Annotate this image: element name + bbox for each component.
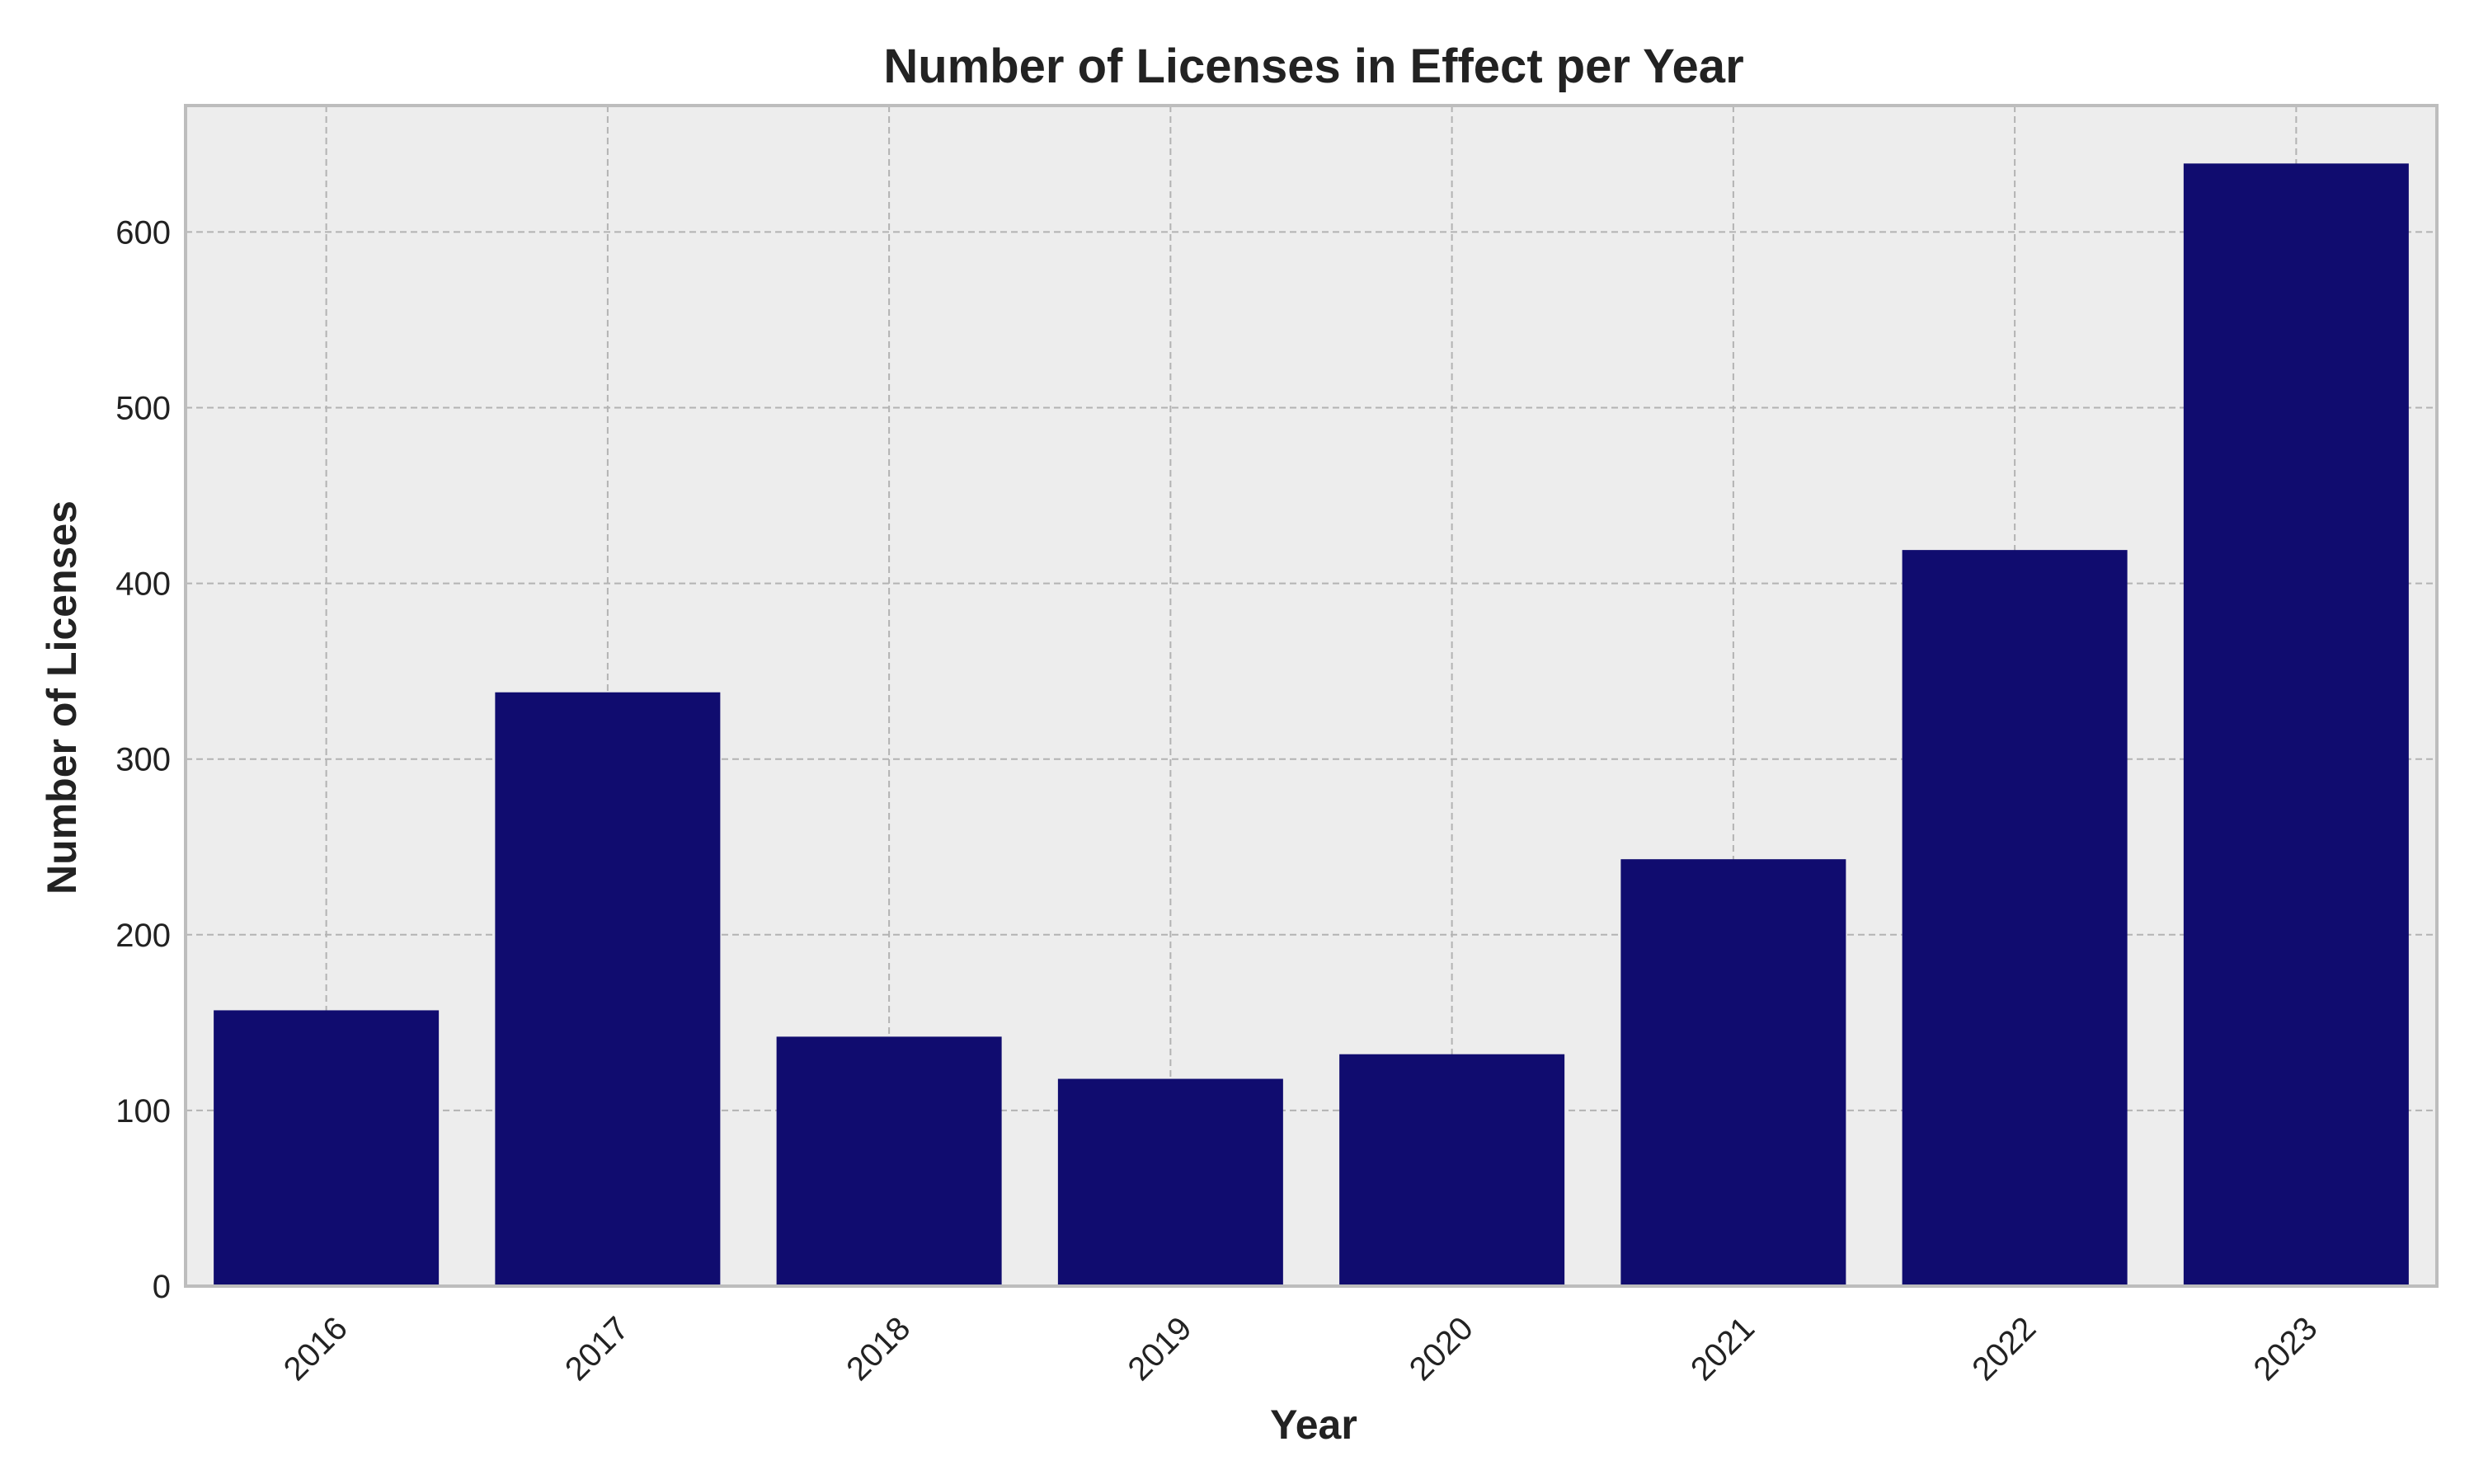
x-tick-label: 2019 bbox=[1122, 1310, 1199, 1388]
x-tick-label: 2016 bbox=[277, 1310, 355, 1388]
y-tick-label: 300 bbox=[115, 742, 171, 778]
y-tick-label: 600 bbox=[115, 214, 171, 251]
bar-2018 bbox=[776, 1036, 1002, 1286]
bar-2022 bbox=[1902, 550, 2128, 1286]
y-tick-label: 500 bbox=[115, 391, 171, 427]
bar-2020 bbox=[1339, 1054, 1565, 1286]
bar-2021 bbox=[1620, 859, 1846, 1286]
bars bbox=[214, 163, 2409, 1287]
bar-2019 bbox=[1057, 1078, 1283, 1286]
plot-frame bbox=[184, 104, 2439, 1288]
bar-2016 bbox=[214, 1010, 440, 1286]
y-axis-ticks: 0 100 200 300 400 500 600 bbox=[115, 214, 171, 1305]
y-tick-label: 200 bbox=[115, 918, 171, 954]
x-tick-label: 2021 bbox=[1684, 1310, 1761, 1388]
y-tick-label: 400 bbox=[115, 566, 171, 603]
x-axis-ticks: 2016 2017 2018 2019 2020 2021 2022 2023 bbox=[277, 1310, 2325, 1388]
x-axis-title: Year bbox=[1270, 1402, 1357, 1448]
bar-2023 bbox=[2183, 163, 2409, 1287]
x-tick-label: 2022 bbox=[1965, 1310, 2043, 1388]
x-tick-label: 2020 bbox=[1403, 1310, 1480, 1388]
y-tick-label: 0 bbox=[153, 1269, 171, 1305]
y-tick-label: 100 bbox=[115, 1093, 171, 1129]
x-tick-label: 2023 bbox=[2247, 1310, 2325, 1388]
y-axis-title: Number of Licenses bbox=[39, 500, 85, 895]
chart-title: Number of Licenses in Effect per Year bbox=[883, 40, 1743, 93]
bar-2017 bbox=[495, 692, 721, 1286]
x-tick-label: 2018 bbox=[840, 1310, 917, 1388]
x-tick-label: 2017 bbox=[558, 1310, 636, 1388]
